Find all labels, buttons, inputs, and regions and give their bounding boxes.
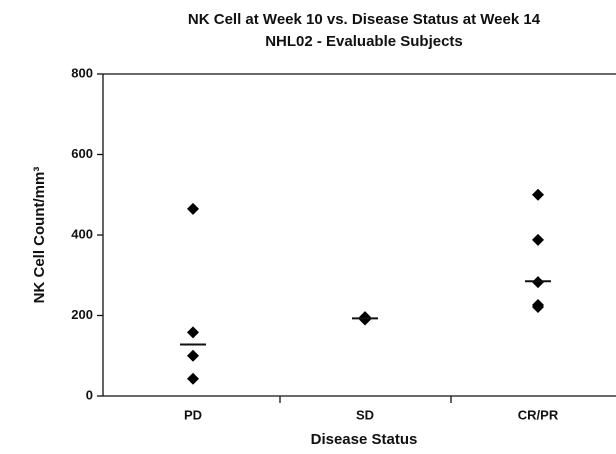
x-axis-label: Disease Status [311,431,418,448]
y-tick-label: 0 [86,387,93,402]
data-point [359,313,371,326]
y-tick-label: 600 [71,146,93,161]
x-tick-label: SD [356,407,374,422]
y-tick-label: 800 [71,65,93,80]
data-point [187,349,199,362]
data-point [187,202,199,215]
data-point [187,372,199,385]
y-tick-label: 200 [71,307,93,322]
data-point [532,188,544,201]
data-point [532,301,544,314]
data-point [187,326,199,339]
x-tick-label: CR/PR [518,407,559,422]
y-tick-label: 400 [71,226,93,241]
x-tick-label: PD [184,407,202,422]
y-axis-label: NK Cell Count/mm³ [31,167,48,304]
data-point [532,233,544,246]
chart-title: NK Cell at Week 10 vs. Disease Status at… [188,11,541,28]
chart-subtitle: NHL02 - Evaluable Subjects [265,33,463,50]
